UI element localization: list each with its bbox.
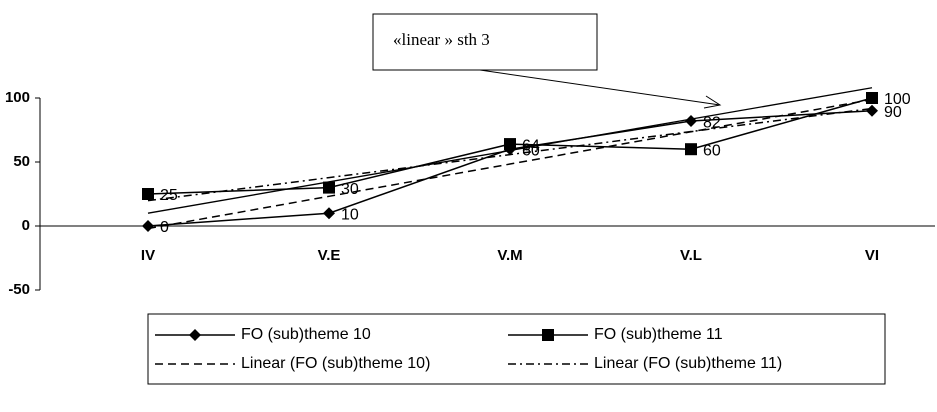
data-label: 90 <box>884 104 902 121</box>
point <box>685 115 697 128</box>
legend-label: Linear (FO (sub)theme 10) <box>241 355 430 372</box>
data-label: 100 <box>884 91 911 108</box>
x-tick-label: V.M <box>497 247 522 264</box>
point <box>866 104 878 117</box>
annotation-arrow <box>479 69 721 106</box>
data-label: 30 <box>341 181 359 198</box>
series-line <box>147 107 873 202</box>
point <box>142 188 154 200</box>
x-tick-label: V.E <box>318 247 341 264</box>
point <box>504 138 516 151</box>
x-tick-label: V.L <box>680 247 702 264</box>
point <box>142 220 154 232</box>
annotation-arrowhead <box>703 95 722 109</box>
data-label: 10 <box>341 206 359 223</box>
data-label: 60 <box>703 142 721 159</box>
series-line <box>147 98 873 230</box>
data-label: 64 <box>522 137 540 154</box>
data-label: 25 <box>160 187 178 204</box>
legend <box>147 313 886 385</box>
legend-label: FO (sub)theme 11 <box>594 326 723 343</box>
legend-label: FO (sub)theme 10 <box>241 326 371 343</box>
x-tick-label: IV <box>141 247 155 264</box>
annotation-box <box>372 13 598 71</box>
annotation-text: «linear » sth 3 <box>393 30 490 49</box>
y-tick-label: 50 <box>13 153 30 170</box>
legend-marker <box>189 329 201 341</box>
legend-marker <box>542 329 554 341</box>
point <box>323 207 335 220</box>
y-tick-label: 100 <box>5 89 30 106</box>
data-label: 0 <box>160 219 169 236</box>
y-tick-label: -50 <box>8 281 30 298</box>
point <box>685 143 697 156</box>
point <box>323 181 335 194</box>
legend-label: Linear (FO (sub)theme 11) <box>594 355 782 372</box>
y-tick-label: 0 <box>22 217 30 234</box>
point <box>866 92 878 104</box>
data-label: 60 <box>522 142 540 159</box>
x-tick-label: VI <box>865 247 879 264</box>
